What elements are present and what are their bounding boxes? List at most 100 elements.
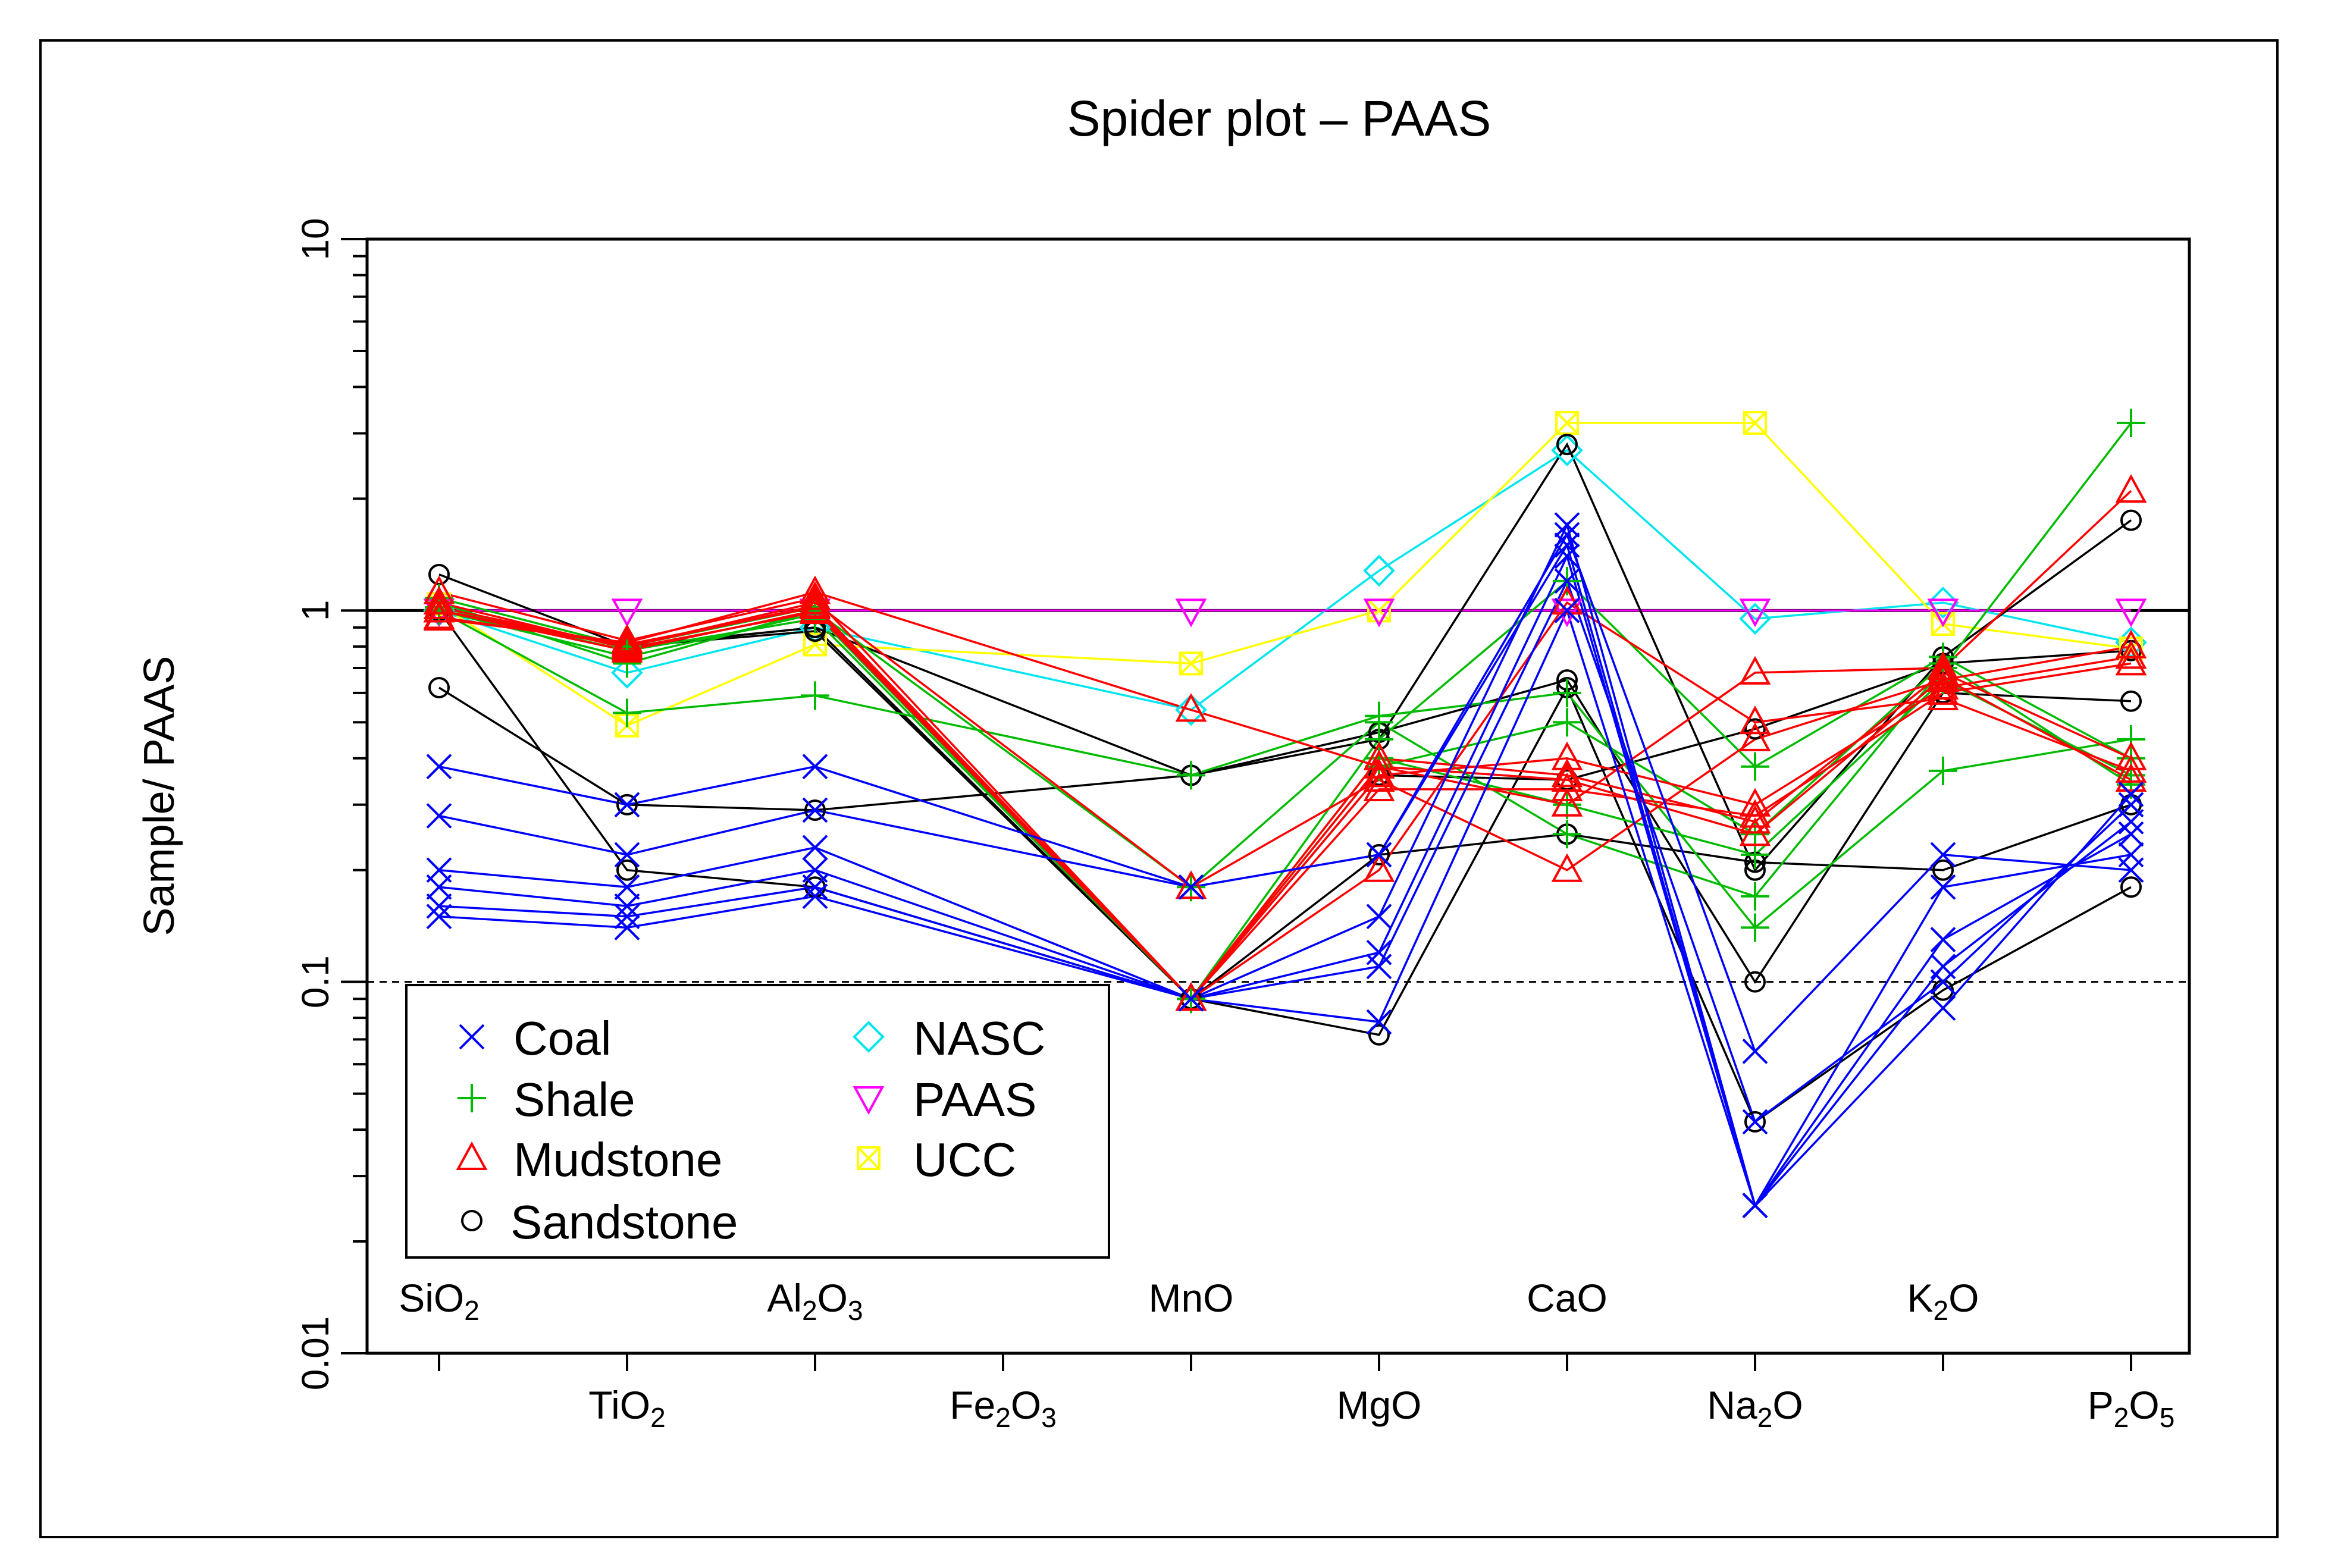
data-point-paas-7 [1739, 598, 1771, 628]
data-point-shale-2-9 [2117, 408, 2145, 437]
data-point-coal-3-8 [1930, 927, 1956, 952]
data-point-sandstone-2-2 [804, 799, 826, 821]
data-point-coal-3-1 [614, 874, 640, 900]
data-point-shale-1-6 [1553, 678, 1581, 707]
data-point-coal-3-6 [1554, 512, 1580, 538]
data-point-mudstone-7-8 [1927, 660, 1959, 689]
data-point-mudstone-3-8 [1927, 670, 1959, 700]
legend-marker-mudstone [456, 1141, 488, 1170]
data-point-mudstone-7-6 [1551, 763, 1583, 792]
y-tick-label: 0.1 [294, 955, 337, 1008]
y-tick-label: 1 [294, 600, 337, 622]
x-tick-label: Al2O3 [767, 1276, 863, 1326]
data-point-mudstone-7-1 [611, 629, 643, 658]
data-point-sandstone-2-0 [428, 676, 450, 698]
data-point-nasc-5 [1363, 554, 1395, 587]
data-point-mudstone-4-5 [1363, 772, 1395, 801]
data-point-mudstone-7-9 [2115, 763, 2147, 792]
data-point-sandstone-1-6 [1556, 434, 1578, 456]
data-point-coal-2-9 [2118, 842, 2144, 868]
plot-area-frame [365, 237, 2191, 1355]
data-point-sandstone-2-9 [2120, 690, 2142, 712]
data-point-shale-5-6 [1553, 708, 1581, 737]
data-point-shale-2-7 [1741, 882, 1769, 911]
x-tick-label: CaO [1527, 1276, 1608, 1320]
data-point-mudstone-2-4 [1175, 870, 1207, 899]
data-point-mudstone-1-6 [1551, 788, 1583, 817]
data-point-mudstone-3-7 [1739, 788, 1771, 817]
series-line-nasc [438, 449, 2132, 711]
data-point-mudstone-5-5 [1363, 741, 1395, 770]
data-point-coal-2-4 [1178, 874, 1204, 900]
data-point-mudstone-7-7 [1739, 817, 1771, 846]
data-point-mudstone-3-2 [799, 581, 831, 610]
legend-box [405, 984, 1110, 1259]
legend-label-mudstone: Mudstone [513, 1133, 722, 1186]
data-point-nasc-7 [1739, 603, 1771, 635]
data-point-sandstone-2-1 [616, 794, 638, 816]
data-point-mudstone-6-8 [1927, 681, 1959, 711]
legend-marker-ucc [857, 1146, 881, 1170]
x-tick-label: K2O [1907, 1276, 1979, 1326]
data-point-mudstone-6-9 [2115, 754, 2147, 783]
data-point-paas-9 [2115, 598, 2147, 628]
legend-label-coal: Coal [513, 1012, 612, 1065]
data-point-mudstone-3-5 [1363, 758, 1395, 788]
data-point-coal-2-0 [426, 803, 452, 829]
data-point-coal-2-1 [614, 842, 640, 868]
data-point-nasc-8 [1927, 587, 1959, 619]
data-point-mudstone-4-0 [423, 594, 455, 623]
data-point-coal-4-1 [614, 893, 640, 919]
data-point-coal-6-6 [1554, 597, 1580, 623]
data-point-sandstone-1-9 [2120, 509, 2142, 531]
legend-label-shale: Shale [513, 1073, 635, 1126]
data-point-ucc-5 [1367, 598, 1391, 623]
legend-marker-nasc [853, 1021, 885, 1053]
data-point-paas-8 [1927, 598, 1959, 628]
legend-label-paas: PAAS [913, 1073, 1037, 1126]
data-point-coal-4-6 [1554, 543, 1580, 569]
data-point-coal-6-0 [426, 904, 452, 930]
data-point-coal-4-0 [426, 874, 452, 900]
data-point-shale-3-7 [1741, 752, 1769, 781]
data-point-coal-6-2 [802, 883, 828, 910]
data-point-mudstone-2-6 [1551, 853, 1583, 882]
legend-marker-shale [458, 1084, 486, 1112]
data-point-shale-1-7 [1741, 913, 1769, 942]
data-point-mudstone-4-9 [2115, 647, 2147, 676]
data-point-coal-2-5 [1366, 842, 1392, 868]
x-tick-label: SiO2 [399, 1276, 480, 1326]
data-point-sandstone-3-5 [1368, 1024, 1390, 1046]
data-point-mudstone-5-9 [2115, 741, 2147, 770]
data-point-coal-3-2 [802, 835, 828, 861]
data-point-mudstone-7-5 [1363, 749, 1395, 779]
data-point-coal-1-8 [1930, 842, 1956, 868]
data-point-coal-1-2 [802, 754, 828, 780]
data-point-coal-1-1 [614, 792, 640, 818]
chart-title: Spider plot – PAAS [1067, 90, 1491, 146]
data-point-paas-1 [611, 598, 643, 628]
data-point-mudstone-5-0 [423, 600, 455, 629]
data-point-sandstone-4-5 [1368, 843, 1390, 865]
data-point-sandstone-5-7 [1744, 718, 1766, 740]
x-tick-label: P2O5 [2088, 1383, 2175, 1433]
data-point-coal-1-7 [1742, 1039, 1768, 1064]
data-point-coal-2-6 [1554, 532, 1580, 558]
data-point-shale-1-8 [1929, 756, 1957, 785]
data-point-coal-1-6 [1554, 522, 1580, 548]
data-point-coal-2-2 [802, 797, 828, 823]
legend-marker-paas [853, 1086, 885, 1115]
data-point-mudstone-3-6 [1551, 741, 1583, 770]
data-point-coal-6-5 [1366, 1009, 1392, 1035]
x-tick-label: Fe2O3 [950, 1383, 1057, 1433]
data-point-coal-3-5 [1366, 904, 1392, 930]
data-point-coal-2-8 [1930, 874, 1956, 900]
series-line-mudstone-6 [438, 601, 2132, 1001]
data-point-mudstone-4-8 [1927, 676, 1959, 705]
data-point-coal-5-8 [1930, 969, 1956, 995]
data-point-mudstone-3-1 [611, 623, 643, 653]
legend-label-nasc: NASC [913, 1012, 1045, 1065]
data-point-shale-2-6 [1553, 820, 1581, 849]
x-tick-label: MnO [1148, 1276, 1233, 1320]
